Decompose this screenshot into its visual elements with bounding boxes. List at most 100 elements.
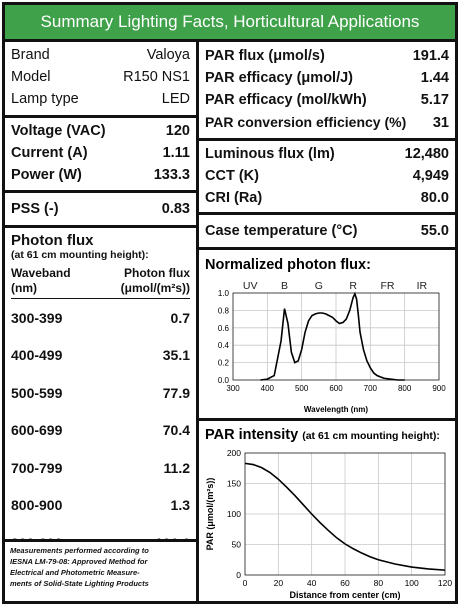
y-tick-label: 0.4 xyxy=(218,341,230,350)
par-flux-value: 191.4 xyxy=(412,48,449,64)
par-intensity-title: PAR intensity xyxy=(205,427,298,443)
brand-row: Brand Valoya xyxy=(11,44,190,66)
cct-row: CCT (K) 4,949 xyxy=(205,165,449,187)
band-label: IR xyxy=(417,280,428,292)
band-cell: 700-799 xyxy=(11,459,63,476)
par-intensity-subtitle: (at 61 cm mounting height): xyxy=(302,430,440,442)
band-label: G xyxy=(315,280,323,292)
par-efficacy-kwh-row: PAR efficacy (mol/kWh) 5.17 xyxy=(205,89,449,111)
x-tick-label: 40 xyxy=(307,578,317,588)
table-row: 400-499 35.1 xyxy=(11,337,190,375)
current-row: Current (A) 1.11 xyxy=(11,142,190,164)
band-label: B xyxy=(281,280,288,292)
band-cell: 300-399 xyxy=(11,309,63,326)
power-row: Power (W) 133.3 xyxy=(11,164,190,186)
x-tick-label: 800 xyxy=(398,384,412,393)
photon-flux-title: Photon flux xyxy=(11,232,94,249)
table-row: 800-900 1.3 xyxy=(11,487,190,525)
value-cell: 1.3 xyxy=(170,497,190,514)
x-tick-label: 500 xyxy=(295,384,309,393)
lamp-type-value: LED xyxy=(161,91,190,107)
value-cell: 35.1 xyxy=(162,347,190,364)
x-tick-label: 700 xyxy=(364,384,378,393)
table-row: 500-599 77.9 xyxy=(11,374,190,412)
par-conversion-row: PAR conversion efficiency (%) 31 xyxy=(205,111,449,134)
panel-title: Summary Lighting Facts, Horticultural Ap… xyxy=(5,5,455,39)
spectrum-chart: Normalized photon flux: 300 400 500 600 700 8… xyxy=(205,257,446,414)
footnote-line: IESNA LM-79-08: Approved Method for xyxy=(10,557,148,566)
x-tick-label: 400 xyxy=(261,384,275,393)
photon-flux-header: Waveband Photon flux xyxy=(11,266,190,281)
par-flux-label: PAR flux (μmol/s) xyxy=(205,48,325,64)
photometric-box: Luminous flux (lm) 12,480 CCT (K) 4,949 CR… xyxy=(199,141,455,212)
lamp-info-box: Brand Valoya Model R150 NS1 Lamp type LED xyxy=(5,42,196,115)
model-label: Model xyxy=(11,69,51,85)
band-label: UV xyxy=(243,280,258,292)
x-tick-label: 100 xyxy=(405,578,419,588)
x-tick-label: 60 xyxy=(340,578,350,588)
footnote-line: Electrical and Photometric Measure- xyxy=(10,568,140,577)
lamp-type-label: Lamp type xyxy=(11,91,79,107)
y-tick-label: 100 xyxy=(227,509,241,519)
par-intensity-heading: PAR intensity (at 61 cm mounting height): xyxy=(205,427,440,443)
model-value: R150 NS1 xyxy=(123,69,190,85)
par-efficacy-kwh-label: PAR efficacy (mol/kWh) xyxy=(205,92,367,108)
x-axis-label: Distance from center (cm) xyxy=(289,590,400,600)
model-row: Model R150 NS1 xyxy=(11,66,190,88)
value-cell: 70.4 xyxy=(162,422,190,439)
current-value: 1.11 xyxy=(162,145,190,161)
par-efficacy-label: PAR efficacy (μmol/J) xyxy=(205,70,354,86)
cct-value: 4,949 xyxy=(412,168,449,184)
lamp-type-row: Lamp type LED xyxy=(11,88,190,110)
cri-label: CRI (Ra) xyxy=(205,190,263,206)
voltage-label: Voltage (VAC) xyxy=(11,123,106,139)
x-tick-label: 0 xyxy=(243,578,248,588)
photon-flux-unit: (μmol/(m²s)) xyxy=(120,281,190,295)
x-tick-label: 20 xyxy=(274,578,284,588)
band-cell: 600-699 xyxy=(11,422,63,439)
case-temp-value: 55.0 xyxy=(420,223,449,239)
plot-area xyxy=(244,452,446,576)
voltage-row: Voltage (VAC) 120 xyxy=(11,120,190,142)
brand-value: Valoya xyxy=(146,47,190,63)
par-intensity-chart-box: PAR intensity (at 61 cm mounting height):… xyxy=(199,421,455,601)
data-line xyxy=(244,462,446,571)
pss-row: PSS (-) 0.83 xyxy=(11,198,190,220)
photon-flux-units: (nm) (μmol/(m²s)) xyxy=(11,281,190,296)
electrical-box: Voltage (VAC) 120 Current (A) 1.11 Power (… xyxy=(5,118,196,190)
data-line xyxy=(260,291,405,381)
cri-row: CRI (Ra) 80.0 xyxy=(205,187,449,209)
y-tick-label: 0.6 xyxy=(218,324,230,333)
y-tick-label: 0.0 xyxy=(218,376,230,385)
table-row: 700-799 11.2 xyxy=(11,449,190,487)
pss-value: 0.83 xyxy=(161,201,190,217)
plot-area xyxy=(232,292,440,381)
band-cell: 400-499 xyxy=(11,347,63,364)
power-label: Power (W) xyxy=(11,167,82,183)
divider xyxy=(11,298,190,299)
y-axis-label: PAR (μmol/(m²s)) xyxy=(205,478,215,551)
case-temp-box: Case temperature (°C) 55.0 xyxy=(199,215,455,247)
waveband-unit: (nm) xyxy=(11,281,37,295)
par-intensity-chart: PAR intensity (at 61 cm mounting height):… xyxy=(205,427,452,600)
value-cell: 77.9 xyxy=(162,384,190,401)
power-value: 133.3 xyxy=(153,167,190,183)
par-flux-row: PAR flux (μmol/s) 191.4 xyxy=(205,45,449,67)
band-label: R xyxy=(349,280,357,292)
footnote-box: Measurements performed according to IESN… xyxy=(5,542,196,601)
photon-flux-header-label: Photon flux xyxy=(124,266,190,280)
y-tick-label: 0.2 xyxy=(218,359,230,368)
par-efficacy-kwh-value: 5.17 xyxy=(420,92,449,108)
par-box: PAR flux (μmol/s) 191.4 PAR efficacy (μmo… xyxy=(199,42,455,138)
voltage-value: 120 xyxy=(165,123,190,139)
photon-flux-box: Photon flux (at 61 cm mounting height): … xyxy=(5,228,196,551)
par-efficacy-value: 1.44 xyxy=(420,70,449,86)
x-tick-label: 300 xyxy=(226,384,240,393)
case-temp-label: Case temperature (°C) xyxy=(205,223,358,239)
y-tick-label: 1.0 xyxy=(218,289,230,298)
table-row: 300-399 0.7 xyxy=(11,299,190,337)
table-row: 600-699 70.4 xyxy=(11,412,190,450)
par-conversion-label: PAR conversion efficiency (%) xyxy=(205,114,407,130)
x-tick-label: 120 xyxy=(438,578,452,588)
